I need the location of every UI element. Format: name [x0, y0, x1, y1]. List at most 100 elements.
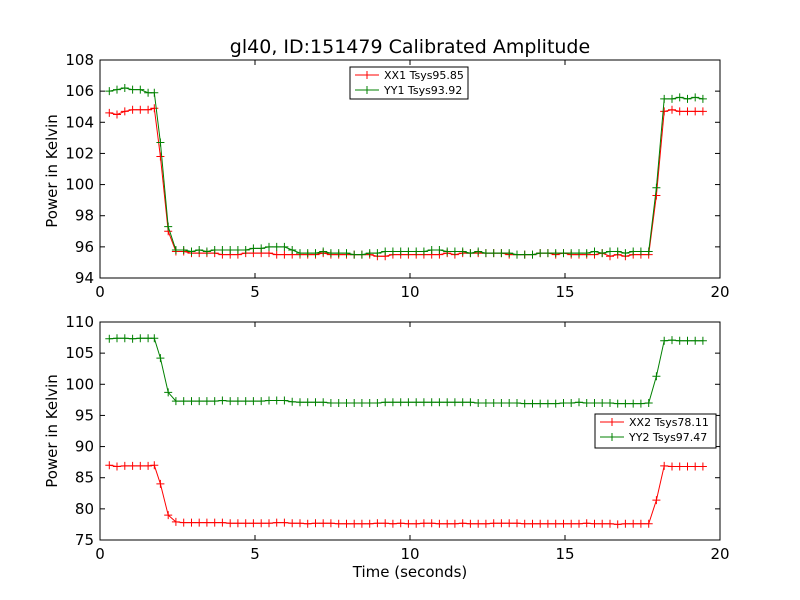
data-point [303, 398, 312, 407]
data-point [606, 519, 614, 528]
data-point [691, 107, 700, 116]
data-point [226, 246, 235, 254]
data-point [567, 519, 576, 528]
data-point [288, 519, 297, 528]
data-point [136, 85, 145, 94]
x-axis-label: Time (seconds) [352, 563, 468, 581]
data-point [319, 247, 328, 256]
y-tick-label: 108 [65, 51, 94, 69]
series-line-1 [109, 464, 703, 525]
data-point [575, 398, 583, 407]
data-point [668, 462, 676, 471]
data-point [150, 88, 159, 97]
data-point [559, 249, 568, 258]
data-point [396, 398, 405, 407]
data-point [419, 398, 428, 407]
data-point [156, 152, 165, 161]
data-point [210, 246, 219, 254]
data-point [272, 250, 281, 259]
data-point [489, 249, 498, 258]
top-panel: 0 5 10 15 20 94 96 98 100 102 104 106 108 XX1 Tsys95.… [65, 51, 729, 301]
data-point [559, 399, 568, 407]
data-point [668, 105, 676, 114]
data-point [280, 242, 289, 251]
data-point [505, 399, 514, 407]
data-point [636, 399, 645, 408]
bottom-panel: 0 5 10 15 20 75 80 85 90 95 100 105 110 XX2 Tsys78.11… [65, 313, 729, 563]
data-point [590, 399, 599, 407]
data-point [652, 372, 661, 381]
data-point [296, 249, 304, 258]
data-point [606, 247, 614, 256]
data-point [520, 250, 529, 259]
y-tick-label: 106 [65, 82, 94, 100]
data-point [179, 518, 188, 527]
y-tick-label: 96 [75, 238, 94, 256]
data-point [443, 247, 452, 256]
data-point [660, 107, 669, 116]
y-tick-label: 105 [65, 344, 94, 362]
data-point [171, 246, 180, 254]
data-point [543, 519, 552, 528]
data-point [334, 249, 343, 258]
data-point [156, 479, 165, 488]
data-point [326, 249, 335, 258]
data-point [691, 336, 700, 345]
data-point [536, 249, 545, 258]
legend: XX1 Tsys95.85 YY1 Tsys93.92 [349, 66, 469, 100]
data-point [257, 519, 266, 528]
data-point [373, 399, 382, 407]
data-point [280, 250, 289, 259]
data-point [481, 249, 490, 258]
data-point [450, 247, 459, 256]
data-point [567, 399, 576, 407]
legend-label-1: XX1 Tsys95.85 [384, 69, 464, 82]
data-point [427, 519, 436, 528]
data-point [458, 247, 467, 256]
data-point [357, 519, 366, 528]
data-point [156, 138, 165, 147]
data-point [520, 399, 529, 408]
data-point [443, 519, 452, 528]
data-point [233, 397, 242, 406]
data-point [381, 247, 390, 256]
data-point [621, 519, 630, 528]
data-point [226, 519, 235, 528]
data-point [644, 247, 653, 256]
data-point [128, 105, 137, 114]
y-tick-label: 85 [75, 469, 94, 487]
data-point [698, 107, 707, 116]
data-point [136, 334, 145, 343]
data-point [319, 398, 328, 407]
data-point [466, 249, 475, 258]
data-point [128, 461, 137, 470]
data-point [435, 246, 444, 254]
data-point [450, 519, 459, 528]
data-point [675, 462, 684, 471]
data-point [113, 462, 121, 471]
y-tick-label: 75 [75, 531, 94, 549]
legend-marker-2 [363, 86, 371, 94]
top-y-axis-label: Power in Kelvin [43, 114, 61, 228]
data-point [249, 397, 258, 406]
x-tick-label: 20 [710, 545, 729, 563]
data-point [150, 104, 159, 113]
data-point [458, 398, 467, 407]
data-point [683, 336, 692, 345]
data-point [187, 247, 196, 256]
data-point [575, 249, 583, 258]
data-point [419, 519, 428, 528]
data-point [113, 110, 121, 119]
data-point [187, 397, 196, 406]
legend-label-2: YY1 Tsys93.92 [383, 84, 462, 97]
data-point [419, 247, 428, 256]
data-point [450, 398, 459, 407]
y-tick-label: 100 [65, 176, 94, 194]
data-point [621, 249, 630, 258]
data-point [381, 519, 390, 528]
data-point [164, 388, 173, 397]
data-point [113, 334, 121, 343]
legend-label-2: YY2 Tsys97.47 [628, 431, 707, 444]
data-point [396, 247, 405, 256]
data-point [660, 94, 669, 103]
